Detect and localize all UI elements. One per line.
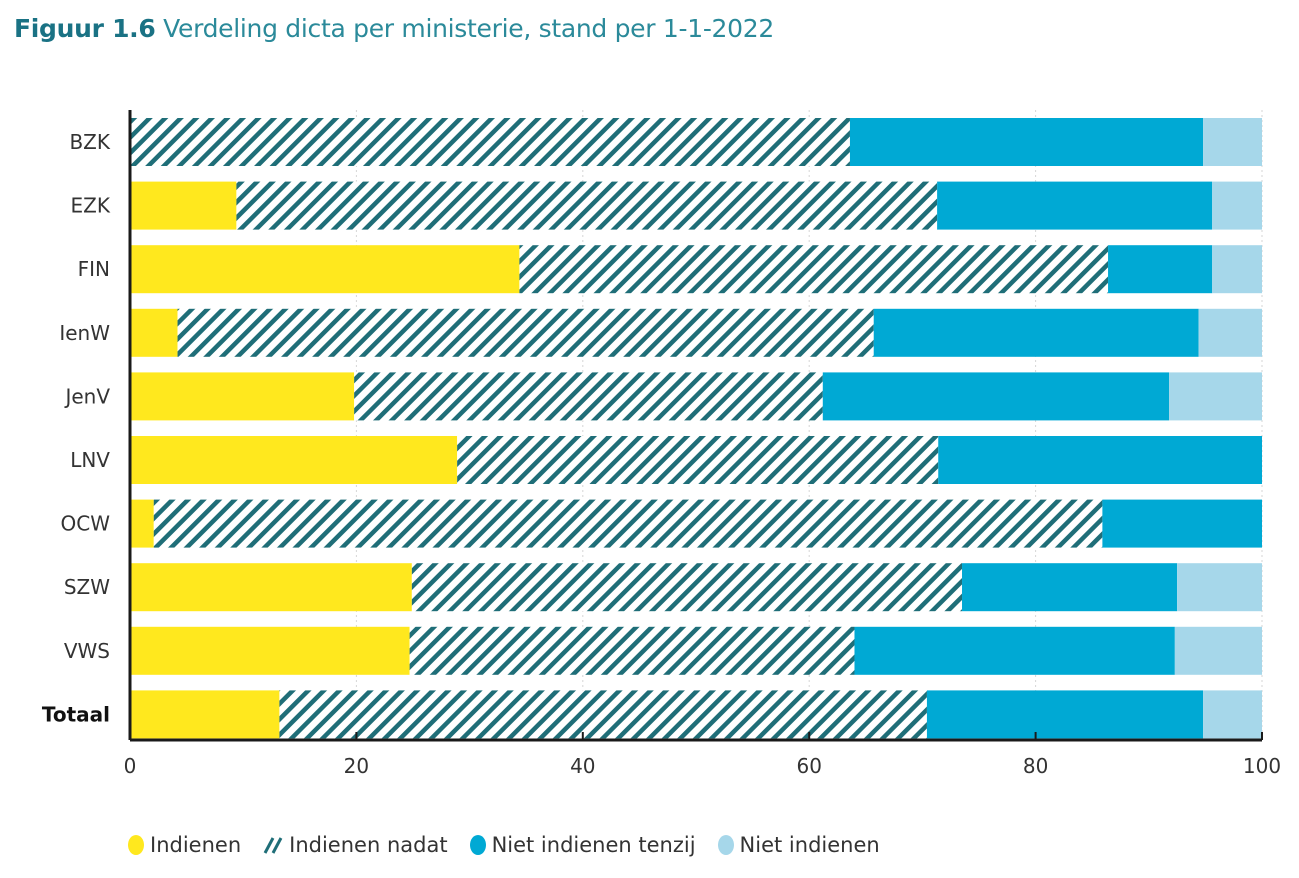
bar-segment-niet-indienen [1174,626,1262,675]
category-labels: BZK EZK FIN IenW JenV LNV OCW SZW VWS Totaal [42,130,111,726]
legend-label: Niet indienen tenzij [491,833,696,857]
stacked-bar-chart: BZK EZK FIN IenW JenV LNV OCW SZW VWS Totaal 0 20 4… [42,110,1281,778]
x-tick-label: 80 [1023,754,1048,778]
category-label: EZK [71,194,111,218]
bar-segment-niet-indienen-tenzij [962,563,1178,612]
legend-swatch-hatched [263,837,283,854]
bar-segment-indienen-nadat [177,308,874,357]
bar-segment-indienen-nadat [411,563,963,612]
bar-segment-indienen-nadat [236,181,938,230]
legend-item-niet-indienen: Niet indienen [717,833,880,857]
bar-segment-indienen [130,626,410,675]
bar-segment-niet-indienen-tenzij [938,436,1262,484]
bar-segment-niet-indienen [1203,690,1262,739]
bar-segment-indienen [130,563,412,612]
legend-item-indienen-nadat: Indienen nadat [263,833,448,857]
category-label: BZK [69,130,110,154]
legend-swatch-niet-indienen [717,835,734,855]
bar-segment-indienen [130,372,355,421]
bar-segment-niet-indienen-tenzij [926,690,1204,739]
bar-segment-niet-indienen-tenzij [822,372,1170,421]
category-label: IenW [59,321,110,345]
x-tick-label: 0 [124,754,137,778]
x-tick-label: 100 [1243,754,1281,778]
category-label: VWS [64,639,110,663]
chart-title: Figuur 1.6 Verdeling dicta per ministeri… [14,14,774,43]
bar-segment-indienen-nadat [354,372,823,421]
bar-segment-niet-indienen [1169,372,1262,421]
legend-swatch-niet-indienen-tenzij [469,835,486,855]
bar-segment-niet-indienen-tenzij [1102,499,1262,548]
category-label: OCW [61,512,111,536]
figure-caption: Verdeling dicta per ministerie, stand pe… [163,14,774,43]
bar-segment-indienen [130,245,520,294]
figure-number: Figuur 1.6 [14,14,156,43]
bar-segment-indienen [130,690,280,739]
bar-segment-niet-indienen [1177,563,1262,612]
x-tick-label: 40 [570,754,595,778]
category-label: FIN [78,257,110,281]
bar-segment-indienen-nadat [279,690,927,739]
legend-label: Indienen [150,833,242,857]
bar-segment-niet-indienen [1212,181,1262,230]
bar-segment-niet-indienen-tenzij [873,308,1199,357]
bar-segment-indienen-nadat [457,436,939,484]
bar-segment-indienen-nadat [409,626,855,675]
bar-segment-indienen [130,499,154,548]
bar-segment-indienen [130,436,458,484]
x-tick-label: 20 [344,754,369,778]
bar-segment-niet-indienen-tenzij [1108,245,1213,294]
bar-segment-niet-indienen [1212,245,1262,294]
bar-segment-indienen-nadat [130,118,850,166]
axes: 0 20 40 60 80 100 [124,110,1281,778]
bar-segment-indienen-nadat [519,245,1109,294]
bar-segment-niet-indienen-tenzij [849,118,1204,166]
bar-segment-niet-indienen-tenzij [854,626,1175,675]
bar-segment-niet-indienen [1203,118,1262,166]
legend-item-indienen: Indienen [128,833,241,857]
bar-segment-indienen-nadat [153,499,1103,548]
category-label: JenV [63,384,110,408]
bar-segment-niet-indienen-tenzij [937,181,1213,230]
legend-label: Indienen nadat [289,833,448,857]
bar-segment-indienen [130,308,178,357]
category-label: Totaal [42,702,110,726]
legend: Indienen Indienen nadat Niet indienen te… [128,833,902,857]
bar-segment-indienen [130,181,237,230]
legend-label: Niet indienen [739,833,880,857]
x-tick-label: 60 [796,754,821,778]
category-label: LNV [70,448,110,472]
bar-segment-niet-indienen [1198,308,1262,357]
legend-item-niet-indienen-tenzij: Niet indienen tenzij [469,833,696,857]
legend-swatch-indienen [128,835,144,855]
category-label: SZW [64,575,110,599]
bars [130,118,1262,739]
